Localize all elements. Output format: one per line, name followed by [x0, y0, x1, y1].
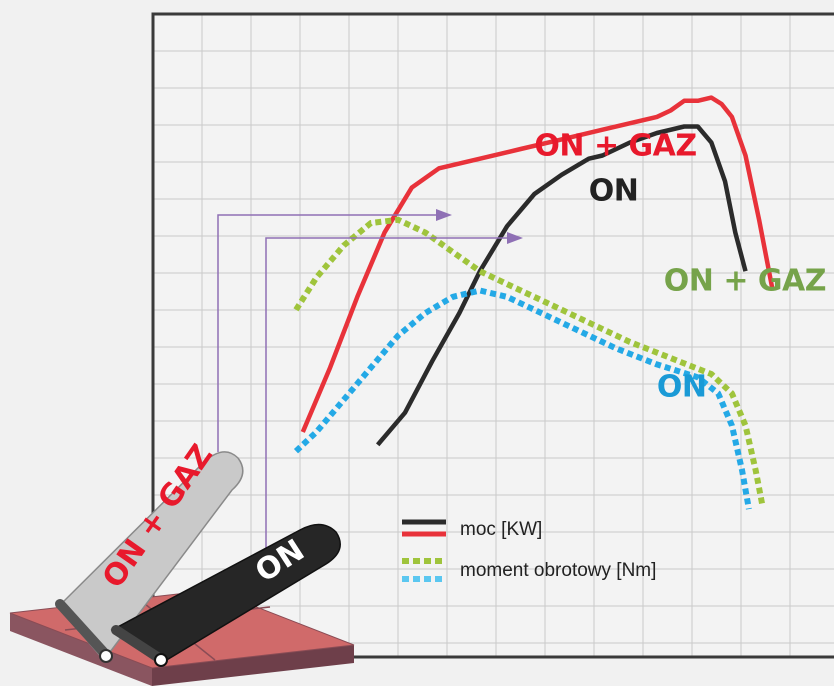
pedal-on-gaz-pivot [99, 649, 113, 663]
pedal-on-hinge [111, 625, 167, 665]
series-labels: ON + GAZ ON ON + GAZ ON [534, 129, 826, 405]
pedal-on-body [110, 523, 341, 665]
legend-label-torque: moment obrotowy [Nm] [460, 560, 656, 581]
series-layer [293, 95, 775, 510]
series-line-power-on-gaz [300, 95, 775, 433]
arrow-on-gaz [217, 214, 440, 452]
series-line-torque-on-gaz [293, 216, 766, 507]
pedal-on-gaz-hinge [55, 599, 113, 662]
series-label-torque-on-gaz: ON + GAZ [664, 264, 826, 299]
series-line-torque-on [293, 287, 752, 510]
series-line-power-on [375, 124, 748, 447]
pedal-on-gaz-body [56, 451, 244, 662]
grid-lines [153, 14, 834, 657]
series-label-power-on-gaz: ON + GAZ [534, 129, 696, 164]
legend: moc [KW] moment obrotowy [Nm] [402, 519, 656, 582]
pedal-base-side-right [152, 645, 354, 686]
series-label-torque-on: ON [657, 370, 707, 405]
arrow-on-head [507, 232, 523, 244]
pedal-on-pivot [154, 653, 168, 667]
arrow-on-gaz-head [436, 209, 452, 221]
arrow-on [265, 237, 510, 552]
pedal-base-side [10, 613, 152, 686]
plot-frame [151, 12, 834, 659]
legend-label-power: moc [KW] [460, 519, 542, 540]
series-label-power-on: ON [589, 174, 639, 209]
pedal-arrows [217, 209, 523, 552]
